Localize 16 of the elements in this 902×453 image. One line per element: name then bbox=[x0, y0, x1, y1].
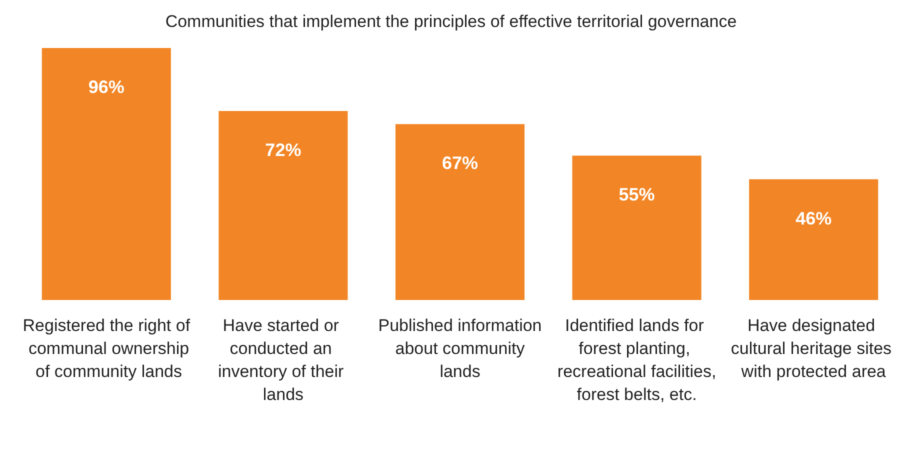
data-label: 67% bbox=[442, 153, 478, 174]
data-label: 72% bbox=[265, 140, 302, 160]
bar bbox=[42, 48, 171, 300]
bar bbox=[218, 111, 348, 300]
bar bbox=[572, 156, 702, 300]
data-label: 46% bbox=[796, 208, 832, 228]
x-tick-label: Have designated cultural heritage sites with protected area bbox=[730, 316, 896, 381]
chart-title: Communities that implement the principles of effective territorial governance bbox=[165, 12, 737, 31]
bar bbox=[395, 124, 525, 300]
x-tick-label: Registered the right of communal ownership of community lands bbox=[22, 316, 190, 381]
data-label: 96% bbox=[88, 77, 124, 97]
bar bbox=[749, 179, 878, 300]
data-label: 55% bbox=[618, 184, 655, 205]
x-tick-label: Published information about community lands bbox=[378, 316, 542, 381]
x-tick-label: Identified lands for forest planting, recreational facilities,forest belts, etc. bbox=[557, 316, 716, 404]
x-tick-label: Have started or conducted an inventory of their lands bbox=[218, 316, 348, 404]
